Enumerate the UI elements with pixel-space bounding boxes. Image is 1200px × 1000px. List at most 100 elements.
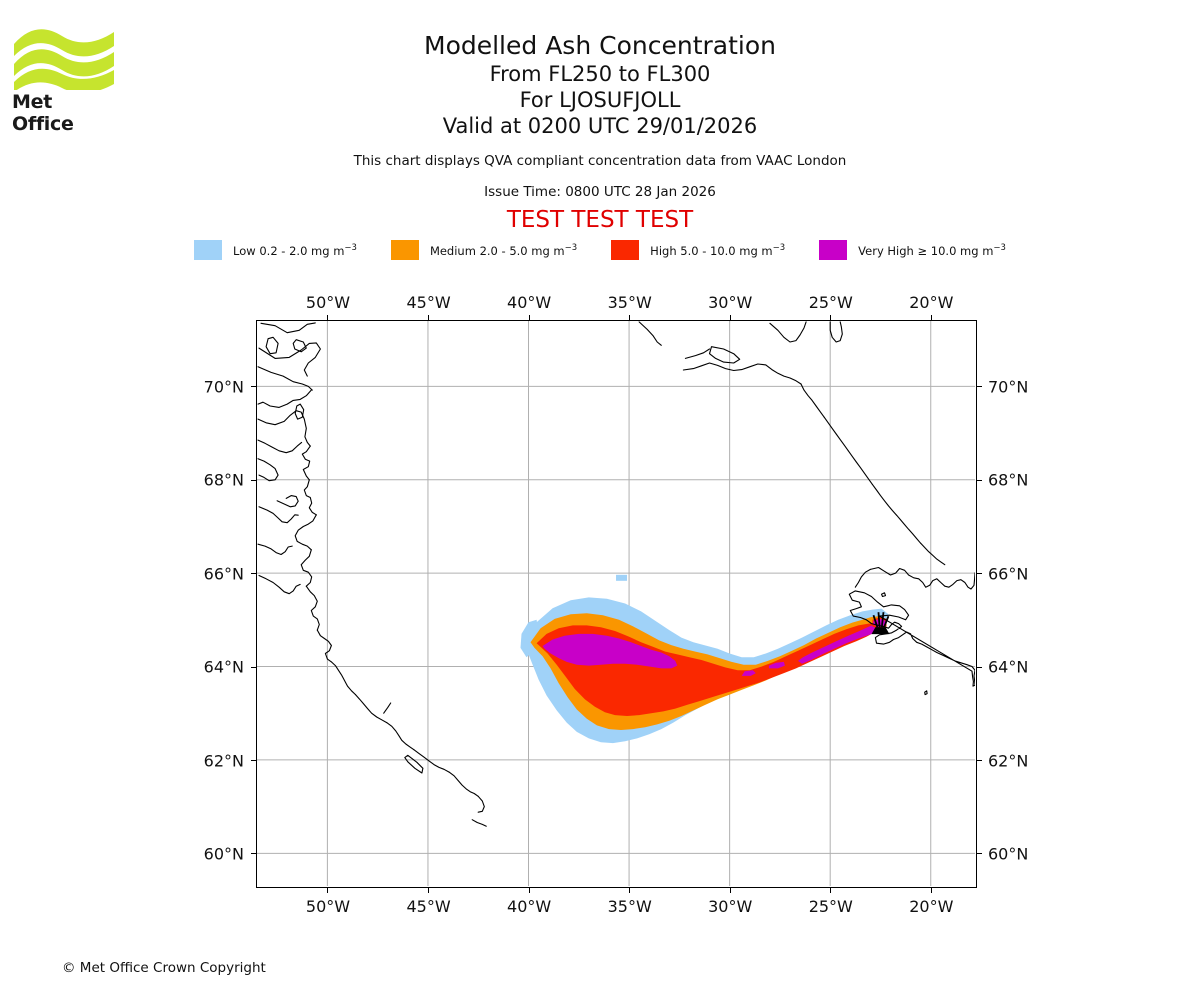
axis-tick-mark [251,386,256,388]
coastline-segment [301,445,311,481]
coastline-segment [258,506,299,524]
legend-swatch-medium [390,240,419,260]
axis-tick-mark [977,666,982,668]
contour-very-high-blob-2 [741,670,756,676]
coastline-segment [257,366,313,391]
axis-tick-mark [830,315,832,320]
coastline-segment [829,321,843,343]
axis-tick-mark [528,888,530,893]
wave-band-2 [14,49,114,77]
coastline-segment [869,566,975,590]
coastline-segment [848,590,975,687]
coastline-segment [880,592,887,598]
chart-header: Modelled Ash Concentration From FL250 to… [0,0,1200,234]
coastline-segment [257,410,311,447]
coastline-segment [847,450,873,485]
coastline-segment [260,322,316,334]
lon-tick-bottom-5: 25°W [808,897,853,916]
lat-tick-right-0: 70°N [988,377,1029,397]
coastline-segment [354,694,388,724]
coastline-segment [769,321,807,343]
contour-very-high-west [542,633,678,669]
volcano-plume-spike-3 [880,612,885,628]
axis-tick-mark [729,888,731,893]
axis-tick-mark [977,853,982,855]
coastline-segment [854,568,871,588]
volcano-plume-spike-2 [877,612,881,628]
coastline-segment [300,549,313,587]
contour-low-west [520,619,539,658]
coastline-segment [305,585,320,631]
axis-tick-mark [930,315,932,320]
coastline-segment [258,574,301,595]
axis-tick-mark [930,888,932,893]
axis-tick-mark [830,888,832,893]
coastline-segment [823,416,849,452]
contour-very-high-east [798,623,883,664]
coastline-segment [303,479,317,516]
lon-tick-top-2: 40°W [507,293,552,312]
axis-tick-mark [327,315,329,320]
legend-swatch-low [194,240,223,260]
volcano-plume-spike-1 [872,614,879,628]
coastline-segment [316,629,332,663]
lat-tick-right-4: 62°N [988,751,1029,771]
axis-tick-mark [977,479,982,481]
axis-tick-mark [251,666,256,668]
coastline-segment [257,389,313,408]
legend-item-high: High 5.0 - 10.0 mg m−3 [611,240,785,260]
axis-tick-mark [629,888,631,893]
axis-tick-mark [977,573,982,575]
detached-ash-patch [616,574,628,581]
coastline-segment [292,339,307,353]
legend-exponent-medium: −3 [564,242,578,253]
coastline-segment [257,543,293,556]
lon-tick-bottom-1: 45°W [406,897,451,916]
test-banner: TEST TEST TEST [506,207,694,233]
lon-tick-top-4: 30°W [708,293,753,312]
axis-tick-mark [251,479,256,481]
lat-tick-right-5: 60°N [988,844,1029,864]
lon-tick-bottom-2: 40°W [507,897,552,916]
coastline-segment [896,514,922,544]
coastline-segment [386,722,415,751]
coastline-segment [684,348,711,359]
volcano-base [871,627,890,635]
coastline-segment [265,336,279,355]
lon-tick-top-5: 25°W [808,293,853,312]
axis-tick-mark [251,760,256,762]
axis-tick-mark [327,888,329,893]
flight-level-range: From FL250 to FL300 [489,62,711,86]
volcano-plume-spike-4 [883,615,890,628]
volcano-name: For LJOSUFJOLL [519,88,681,112]
lat-tick-left-4: 62°N [203,751,244,771]
coastline-segment [708,346,741,364]
concentration-legend: Low 0.2 - 2.0 mg m−3 Medium 2.0 - 5.0 mg … [0,240,1200,260]
lon-tick-bottom-4: 30°W [708,897,753,916]
lat-tick-right-3: 64°N [988,657,1029,677]
coastline-segment [294,514,317,551]
lon-tick-bottom-0: 50°W [305,897,351,916]
axis-tick-mark [977,760,982,762]
legend-item-very-high: Very High ≥ 10.0 mg m−3 [819,240,1006,260]
axis-tick-mark [528,315,530,320]
coastline-segment [294,403,305,420]
lon-tick-top-0: 50°W [305,293,351,312]
met-office-logo: Met Office [12,22,116,135]
legend-label-medium: Medium 2.0 - 5.0 mg m−3 [429,242,578,258]
coastline-segment [257,458,279,482]
coastline-segment [471,819,487,827]
lon-tick-bottom-6: 20°W [909,897,954,916]
source-volcano-marker [871,612,890,635]
valid-time: Valid at 0200 UTC 29/01/2026 [442,114,758,138]
axis-tick-mark [729,315,731,320]
met-office-wave-mark [14,29,114,90]
coastline-segment [258,342,321,377]
lon-tick-top-3: 35°W [607,293,652,312]
issue-time: Issue Time: 0800 UTC 28 Jan 2026 [484,184,716,200]
axis-tick-mark [251,573,256,575]
legend-item-medium: Medium 2.0 - 5.0 mg m−3 [390,240,578,260]
lat-tick-left-5: 60°N [203,844,244,864]
legend-label-very-high: Very High ≥ 10.0 mg m−3 [858,242,1006,258]
lat-tick-left-3: 64°N [203,657,244,677]
